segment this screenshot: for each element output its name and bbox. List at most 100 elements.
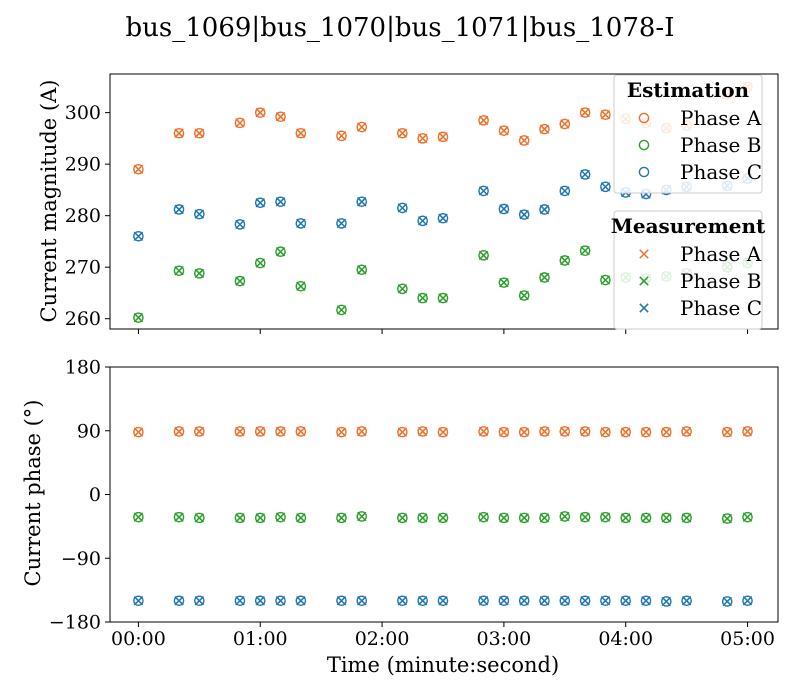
magnitude-estimation-phase-a-point — [437, 131, 449, 143]
phase-estimation-phase-b-point — [356, 511, 368, 522]
phase-measurement-phase-c-point — [742, 596, 753, 606]
phase-measurement-phase-b-point — [296, 513, 306, 523]
magnitude-estimation-phase-c-point — [518, 209, 530, 220]
magnitude-measurement-phase-c-point — [357, 197, 367, 207]
phase-measurement-phase-b-point — [255, 513, 265, 523]
magnitude-estimation-phase-a-point — [397, 127, 408, 139]
magnitude-measurement-phase-a-point — [296, 128, 306, 138]
phase-measurement-phase-b-point — [194, 513, 205, 523]
phase-estimation-phase-c-point — [173, 595, 185, 607]
phase-measurement-phase-c-point — [681, 596, 692, 606]
magnitude-estimation-phase-b-point — [133, 312, 144, 323]
phase-estimation-phase-c-point — [721, 596, 733, 607]
phase-estimation-phase-c-point — [518, 595, 530, 607]
phase-axes-frame — [109, 366, 779, 623]
magnitude-measurement-phase-a-point — [174, 128, 184, 138]
phase-measurement-phase-c-point — [275, 596, 286, 606]
magnitude-measurement-phase-a-point — [235, 118, 245, 128]
magnitude-measurement-phase-b-point — [296, 281, 306, 291]
magnitude-measurement-phase-a-point — [255, 107, 265, 118]
phase-measurement-phase-c-point — [194, 596, 205, 606]
phase-estimation-phase-c-point — [742, 595, 753, 607]
phase-xlabel: Time (minute:second) — [327, 653, 559, 677]
phase-estimation-phase-a-point — [478, 426, 489, 437]
magnitude-measurement-phase-b-point — [539, 272, 550, 283]
magnitude-estimation-phase-a-point — [194, 127, 205, 139]
magnitude-estimation-phase-b-point — [275, 246, 286, 258]
magnitude-estimation-phase-c-point — [397, 202, 408, 214]
phase-measurement-phase-c-point — [519, 596, 529, 606]
magnitude-estimation-phase-a-point — [254, 107, 266, 118]
phase-measurement-phase-b-point — [661, 513, 672, 523]
legend-box — [613, 210, 763, 330]
magnitude-estimation-phase-a-point — [275, 111, 286, 123]
magnitude-measurement-phase-a-point — [357, 122, 367, 132]
phase-estimation-phase-c-point — [133, 595, 144, 607]
magnitude-measurement-phase-b-point — [235, 276, 245, 286]
phase-estimation-phase-c-point — [194, 595, 205, 607]
magnitude-estimation-phase-c-point — [600, 181, 611, 193]
phase-estimation-phase-b-point — [437, 512, 449, 524]
phase-measurement-phase-a-point — [641, 427, 651, 437]
phase-estimation-phase-c-point — [254, 595, 266, 607]
phase-measurement-phase-b-point — [397, 513, 408, 523]
phase-measurement-phase-b-point — [600, 512, 611, 522]
phase-measurement-phase-b-point — [742, 512, 753, 522]
phase-ytick-label: 180 — [65, 357, 101, 379]
magnitude-estimation-phase-b-point — [254, 257, 266, 269]
magnitude-measurement-phase-b-point — [438, 293, 448, 303]
phase-measurement-phase-a-point — [133, 427, 144, 437]
phase-measurement-phase-a-point — [620, 427, 631, 437]
phase-measurement-phase-a-point — [275, 426, 286, 437]
magnitude-estimation-phase-b-point — [600, 274, 611, 286]
phase-measurement-phase-a-point — [519, 427, 529, 437]
phase-measurement-phase-c-point — [397, 596, 408, 606]
phase-measurement-phase-b-point — [357, 511, 367, 522]
magnitude-measurement-phase-c-point — [336, 218, 347, 229]
phase-ylabel: Current phase (°) — [21, 400, 45, 587]
magnitude-measurement-phase-c-point — [255, 198, 265, 208]
phase-measurement-phase-b-point — [235, 513, 245, 523]
magnitude-measurement-phase-c-point — [174, 204, 184, 215]
phase-estimation-phase-a-point — [397, 426, 408, 438]
phase-ytick-label: 90 — [77, 420, 101, 442]
phase-estimation-phase-c-point — [478, 595, 489, 607]
phase-estimation-phase-b-point — [559, 511, 571, 522]
magnitude-estimation-phase-b-point — [356, 264, 368, 276]
magnitude-measurement-phase-a-point — [397, 128, 408, 138]
phase-measurement-phase-a-point — [661, 427, 672, 437]
magnitude-measurement-phase-c-point — [478, 186, 489, 196]
magnitude-measurement-phase-a-point — [519, 135, 529, 146]
phase-measurement-phase-b-point — [620, 513, 631, 523]
magnitude-measurement-phase-a-point — [600, 109, 611, 120]
legend-circle-marker — [638, 112, 650, 124]
phase-estimation-phase-c-point — [640, 595, 652, 607]
magnitude-ytick-label: 290 — [65, 154, 101, 176]
phase-estimation-phase-a-point — [254, 426, 266, 437]
phase-estimation-phase-c-point — [417, 595, 428, 607]
magnitude-measurement-phase-b-point — [357, 265, 367, 275]
phase-xtick-label: 00:00 — [111, 628, 166, 650]
magnitude-measurement-phase-a-point — [478, 115, 489, 126]
magnitude-measurement-phase-c-point — [194, 209, 205, 219]
phase-estimation-phase-a-point — [640, 426, 652, 438]
phase-measurement-phase-c-point — [296, 596, 306, 606]
magnitude-measurement-phase-c-point — [600, 182, 611, 192]
phase-estimation-phase-c-point — [539, 595, 550, 607]
phase-estimation-phase-b-point — [336, 512, 347, 524]
magnitude-measurement-phase-b-point — [478, 250, 489, 261]
phase-measurement-phase-a-point — [681, 426, 692, 437]
phase-measurement-phase-c-point — [661, 596, 672, 607]
legend-circle-marker — [638, 166, 650, 178]
phase-xtick-label: 04:00 — [598, 628, 653, 650]
phase-measurement-phase-a-point — [417, 426, 428, 437]
magnitude-measurement-phase-b-point — [194, 268, 205, 279]
magnitude-estimation-phase-c-point — [254, 197, 266, 209]
magnitude-measurement-phase-a-point — [275, 112, 286, 122]
legend-estimation: Estimation Phase A Phase B Phase C — [613, 74, 763, 194]
magnitude-estimation-phase-c-point — [336, 218, 347, 229]
phase-ytick-label: 0 — [89, 484, 101, 506]
phase-measurement-phase-c-point — [174, 596, 184, 606]
magnitude-estimation-phase-b-point — [417, 292, 428, 304]
phase-measurement-phase-b-point — [539, 513, 550, 523]
